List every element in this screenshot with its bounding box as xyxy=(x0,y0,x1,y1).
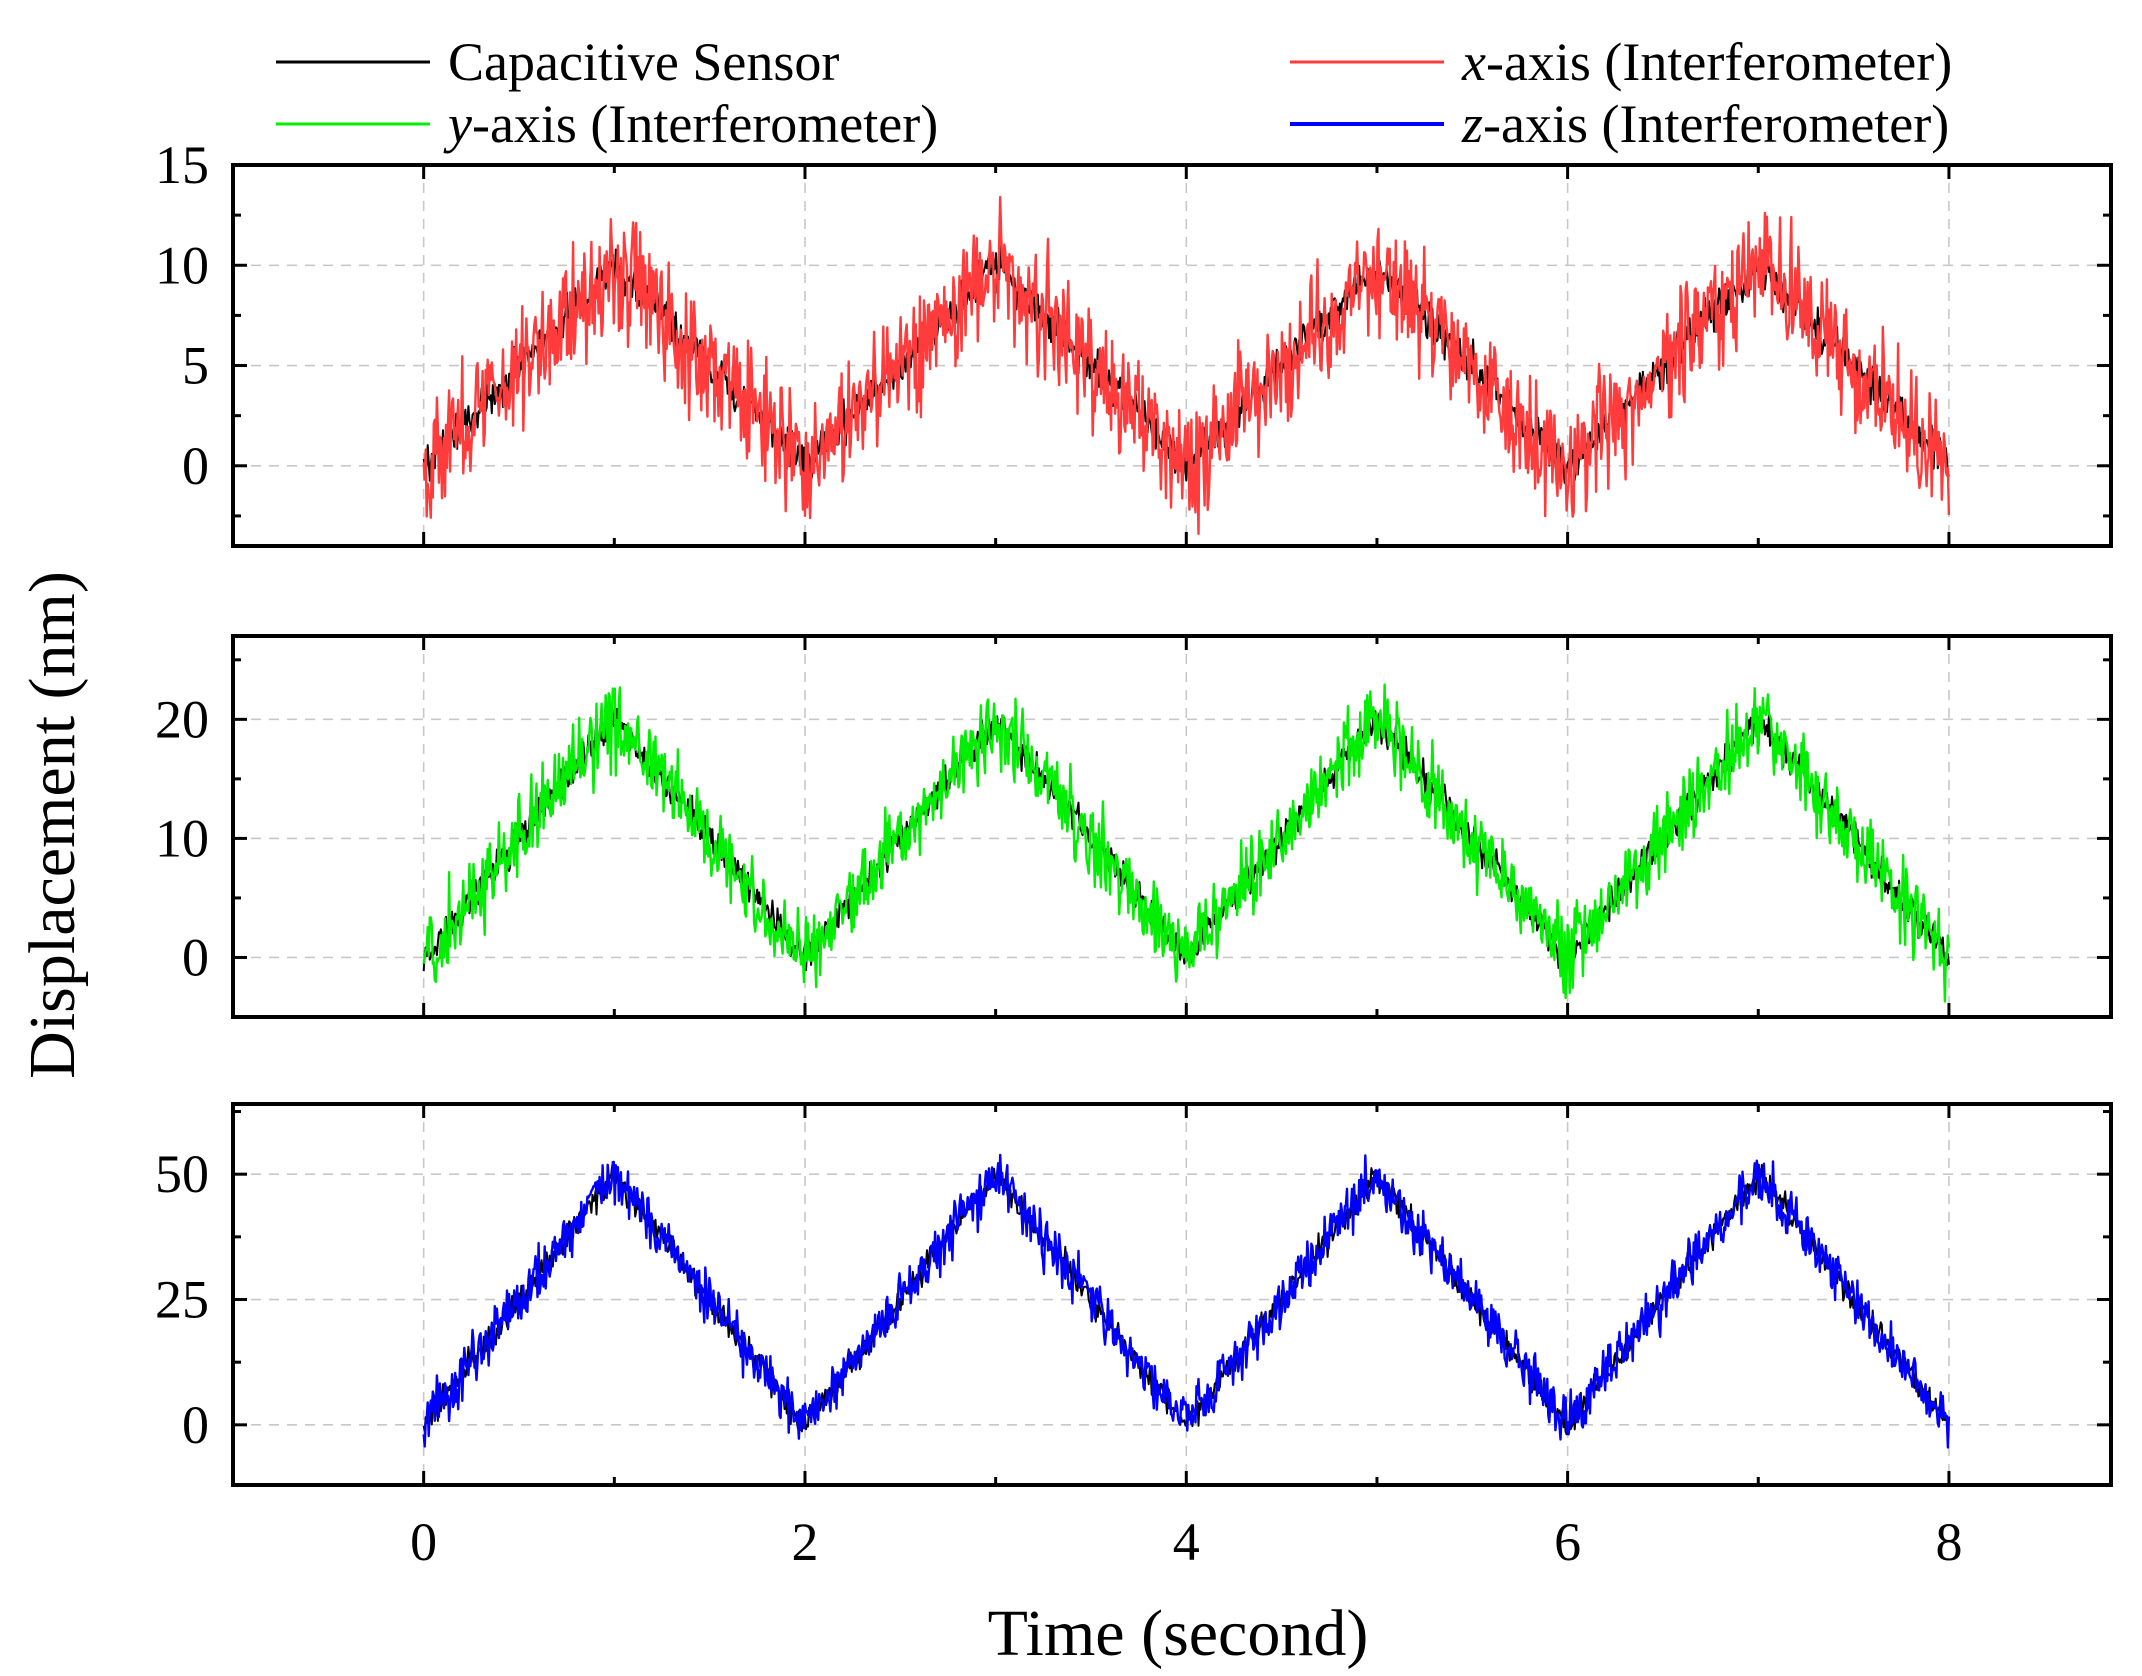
x-tick-label: 4 xyxy=(1173,1512,1200,1572)
series-line-y-axis-interferometer- xyxy=(422,683,1951,1003)
legend-label-x: x-axis (Interferometer) xyxy=(1461,32,1952,92)
panel-frame xyxy=(231,1102,2113,1487)
legend-label-capacitive: Capacitive Sensor xyxy=(448,32,839,92)
legend: Capacitive Sensor x-axis (Interferometer… xyxy=(276,32,1952,154)
x-tick-label: 6 xyxy=(1554,1512,1581,1572)
y-tick-label: 0 xyxy=(182,1395,209,1455)
y-tick-label: 10 xyxy=(155,808,209,868)
y-tick-label: 5 xyxy=(182,336,209,396)
plot-panels: 0 5 10 15 0 10 20 0 25 50 0 2 4 6 8 xyxy=(155,135,2113,1572)
panel-frame xyxy=(231,634,2113,1019)
legend-label-y: y-axis (Interferometer) xyxy=(443,94,938,154)
y-tick-label: 0 xyxy=(182,436,209,496)
panel-x-axis: 0 5 10 15 xyxy=(155,135,2113,548)
panel-z-axis: 0 25 50 xyxy=(155,1102,2113,1487)
x-tick-label: 8 xyxy=(1935,1512,1962,1572)
series-line-z-axis-interferometer- xyxy=(422,1153,1951,1449)
y-tick-label: 50 xyxy=(155,1144,209,1204)
series-line-x-axis-interferometer- xyxy=(422,195,1951,535)
y-tick-label: 0 xyxy=(182,927,209,987)
legend-label-z: z-axis (Interferometer) xyxy=(1461,94,1949,154)
x-tick-label: 0 xyxy=(410,1512,437,1572)
x-tick-label: 2 xyxy=(791,1512,818,1572)
y-tick-label: 10 xyxy=(155,235,209,295)
panel-y-axis: 0 10 20 xyxy=(155,634,2113,1019)
y-tick-label: 25 xyxy=(155,1270,209,1330)
panel-frame xyxy=(231,163,2113,548)
y-axis-title: Displacement (nm) xyxy=(16,571,89,1079)
x-axis-title: Time (second) xyxy=(988,1597,1369,1670)
y-tick-label: 15 xyxy=(155,135,209,195)
y-tick-label: 20 xyxy=(155,689,209,749)
